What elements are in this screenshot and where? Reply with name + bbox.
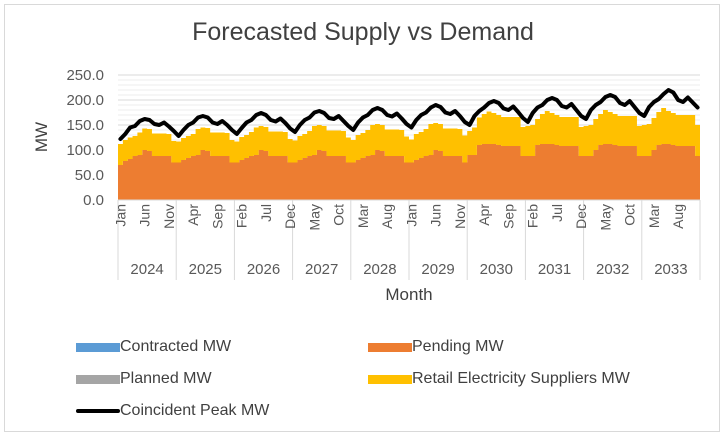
x-axis-title: Month	[385, 285, 432, 304]
y-tick-label: 200.0	[66, 92, 104, 109]
year-label: 2032	[596, 261, 629, 278]
line-coincident-peak-mw	[118, 88, 700, 141]
year-label: 2030	[480, 261, 513, 278]
x-tick-label: Oct	[331, 204, 347, 226]
x-axis: 2024 2025 2026 2027 2028 2029 2030 2031 2032 2033…	[112, 199, 701, 280]
x-tick-label: Jun	[137, 204, 153, 227]
legend-item-coincident-peak: Coincident Peak MW	[76, 402, 269, 420]
legend-item-planned: Planned MW	[76, 370, 212, 388]
year-label: 2024	[130, 261, 163, 278]
x-tick-label: Apr	[476, 204, 492, 226]
area-pending-mw	[118, 144, 700, 200]
year-label: 2026	[247, 261, 280, 278]
year-label: 2028	[363, 261, 396, 278]
x-tick-label: Apr	[185, 204, 201, 226]
x-tick-label: Jan	[112, 204, 128, 227]
legend-item-pending: Pending MW	[368, 338, 504, 356]
legend-swatch-planned	[76, 374, 120, 384]
legend-swatch-coincident-peak	[76, 409, 120, 413]
y-tick-label: 50.0	[75, 167, 104, 184]
legend-item-retail: Retail Electricity Suppliers MW	[368, 370, 630, 388]
x-tick-label: Dec	[573, 204, 589, 229]
area-retail-electricity-suppliers-mw	[118, 108, 700, 165]
year-label: 2027	[305, 261, 338, 278]
legend-item-contracted: Contracted MW	[76, 338, 231, 356]
y-tick-label: 150.0	[66, 117, 104, 134]
y-tick-label: 100.0	[66, 142, 104, 159]
legend-label: Pending MW	[412, 338, 504, 355]
legend-swatch-retail	[368, 374, 412, 384]
x-tick-label: Sep	[500, 204, 516, 229]
y-axis-ticks: 0.0 50.0 100.0 150.0 200.0 250.0	[66, 67, 104, 209]
x-tick-label: Dec	[282, 204, 298, 229]
legend-swatch-contracted	[76, 342, 120, 352]
x-tick-label: Jul	[258, 204, 274, 222]
x-tick-label: Feb	[525, 204, 541, 228]
x-tick-label: Feb	[234, 204, 250, 228]
x-tick-label: Jul	[549, 204, 565, 222]
legend-swatch-pending	[368, 342, 412, 352]
legend-label: Contracted MW	[120, 338, 232, 355]
x-tick-label: Sep	[209, 204, 225, 229]
x-tick-label: Aug	[670, 204, 686, 229]
x-tick-label: Mar	[355, 204, 371, 228]
year-label: 2031	[538, 261, 571, 278]
y-tick-label: 250.0	[66, 67, 104, 84]
x-tick-label: Aug	[379, 204, 395, 229]
chart-title: Forecasted Supply vs Demand	[192, 18, 534, 46]
x-tick-label: Oct	[622, 204, 638, 226]
x-tick-label: Nov	[452, 204, 468, 229]
x-tick-label: May	[306, 204, 322, 230]
x-tick-label: Jan	[403, 204, 419, 227]
year-label: 2029	[421, 261, 454, 278]
peak-line-group	[118, 88, 700, 141]
x-tick-label: Nov	[161, 204, 177, 229]
y-tick-label: 0.0	[83, 192, 104, 209]
legend-label: Retail Electricity Suppliers MW	[412, 370, 630, 387]
legend-label: Planned MW	[120, 370, 212, 387]
x-tick-label: Jun	[428, 204, 444, 227]
legend-label: Coincident Peak MW	[120, 402, 270, 419]
stacked-areas	[118, 108, 700, 200]
x-tick-label: Mar	[646, 204, 662, 228]
x-tick-label: May	[597, 204, 613, 230]
y-axis-title: MW	[32, 122, 51, 152]
year-label: 2033	[654, 261, 687, 278]
year-label: 2025	[189, 261, 222, 278]
